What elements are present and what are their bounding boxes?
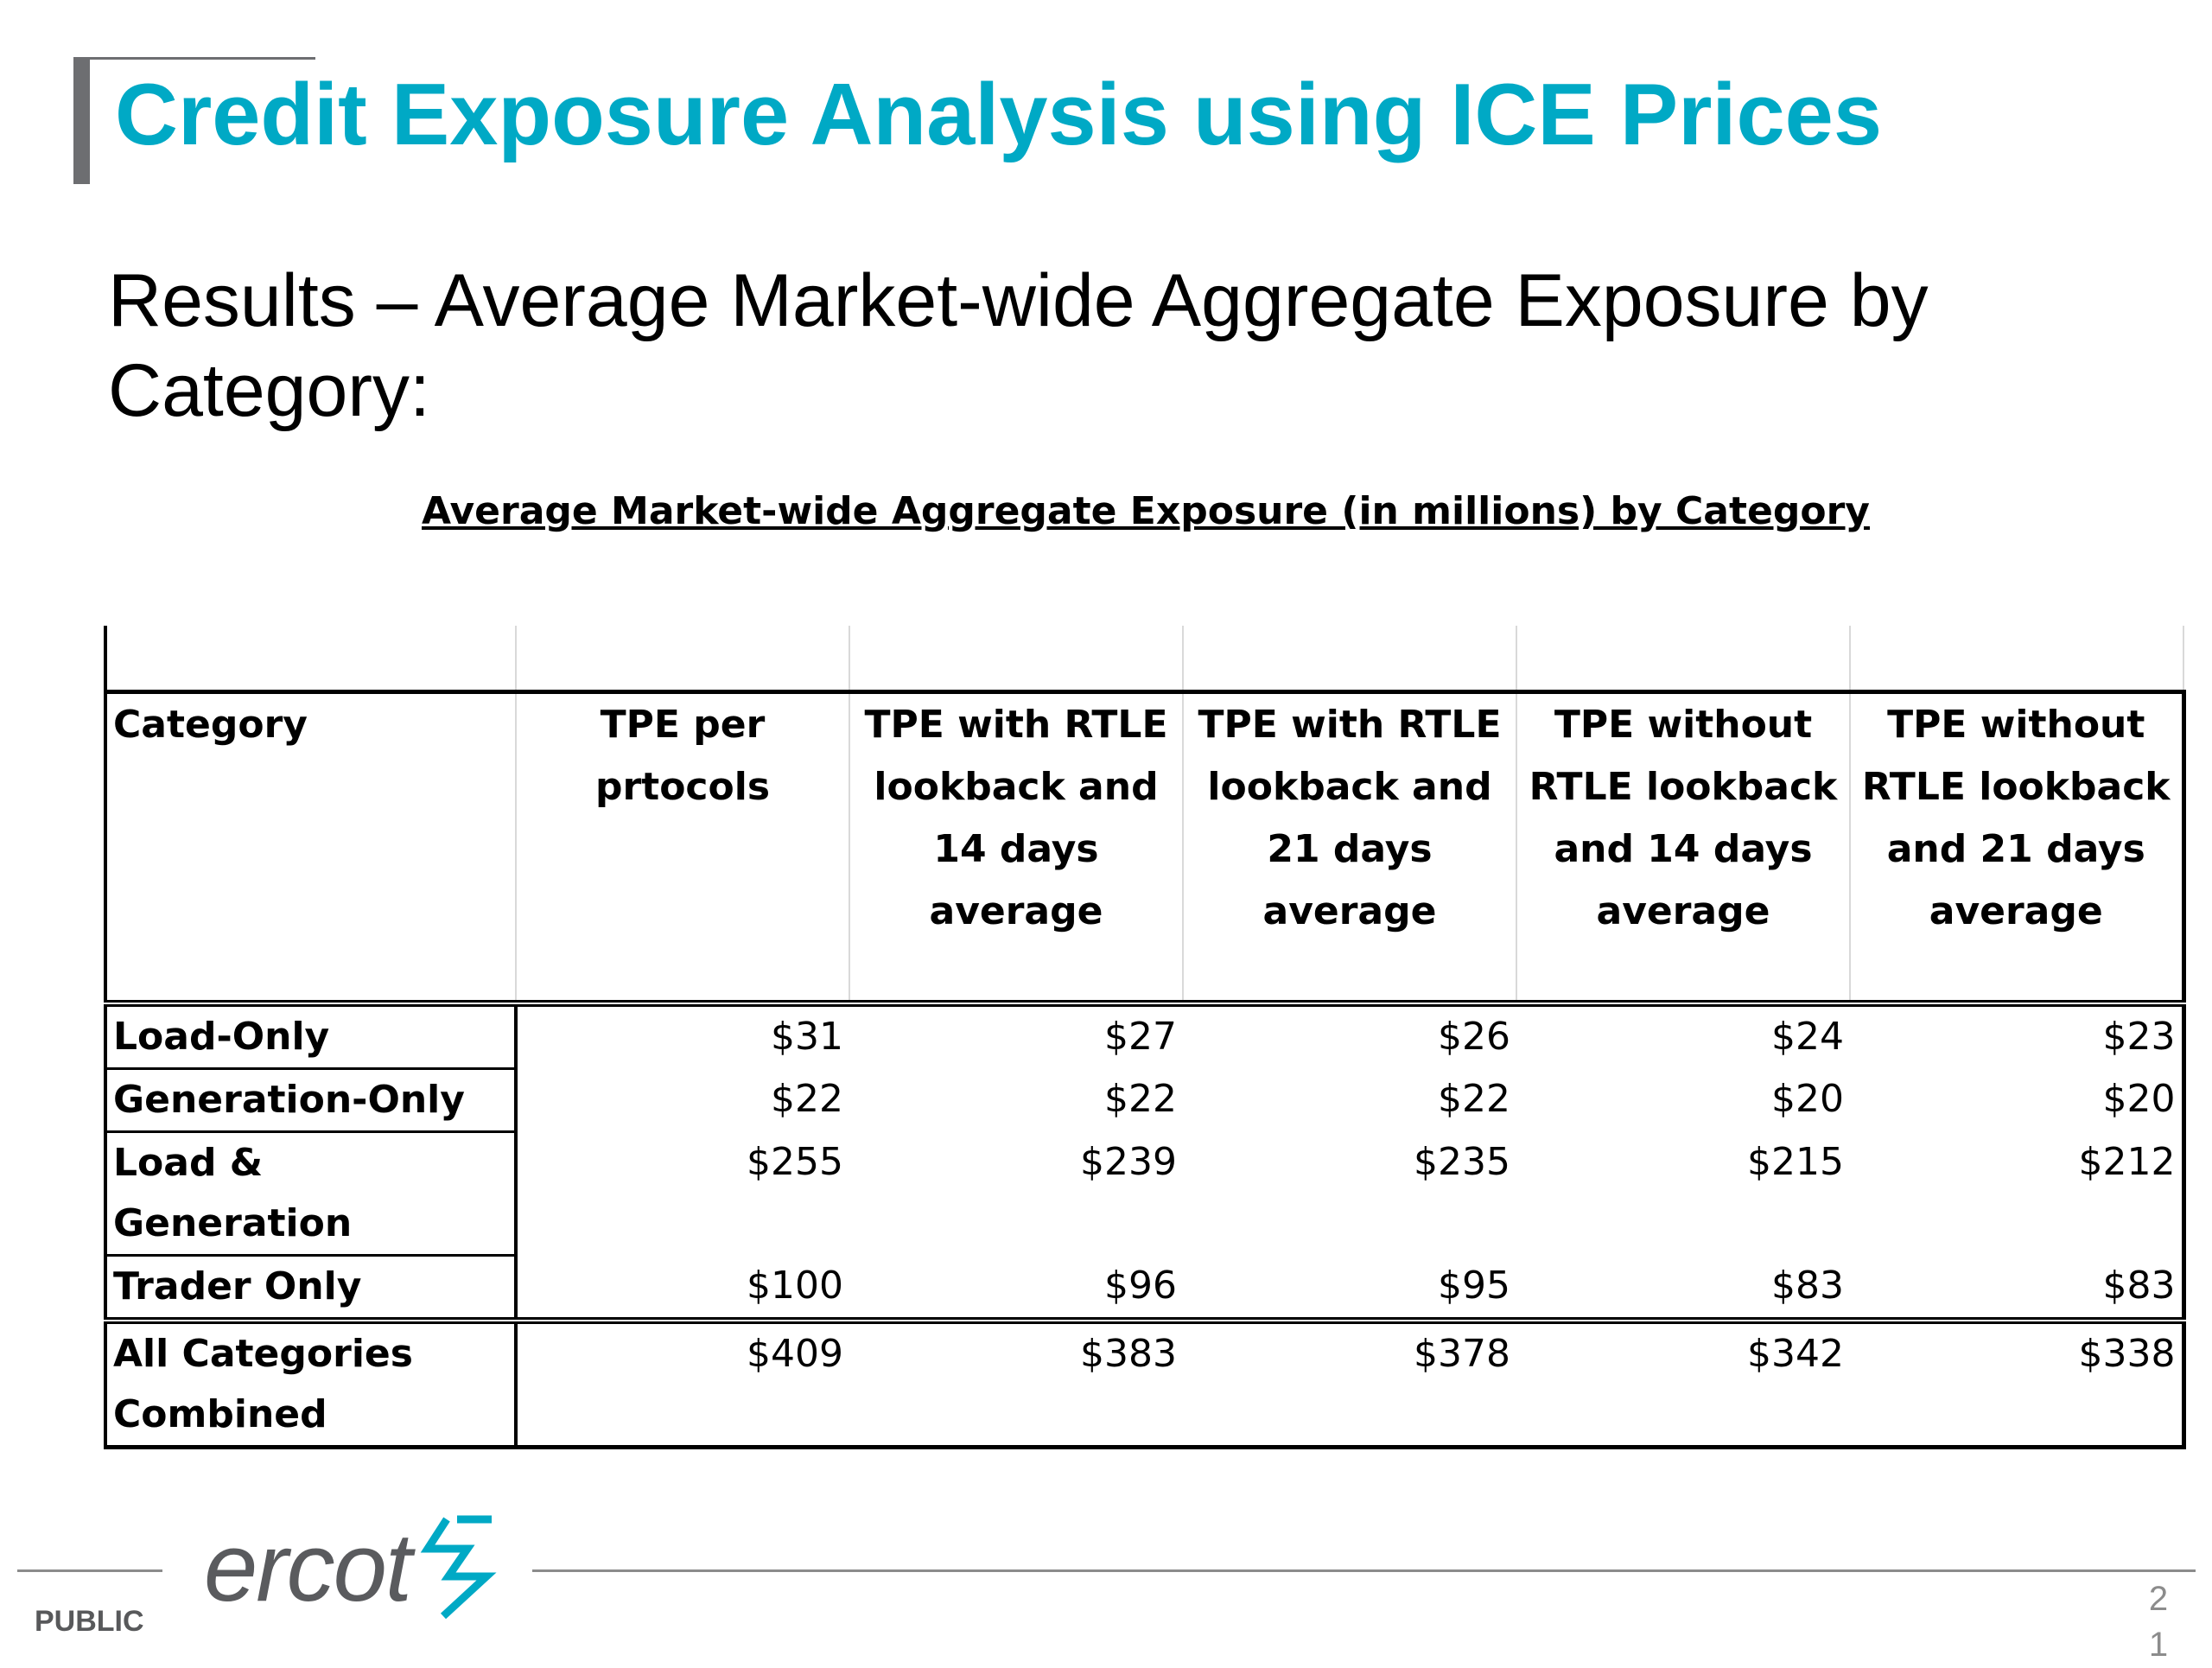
row-category: Trader Only xyxy=(104,1255,518,1324)
table-cell: $83 xyxy=(1850,1255,2186,1324)
table-cell: $22 xyxy=(1104,1076,1177,1121)
table-cell: $27 xyxy=(1104,1015,1177,1059)
classification-label: PUBLIC xyxy=(35,1605,144,1638)
slide-subtitle: Results – Average Market-wide Aggregate … xyxy=(108,259,1929,432)
table-spacer-row xyxy=(104,626,2184,692)
column-header: TPE without RTLE lookback and 21 days av… xyxy=(1850,690,2186,1007)
table-cell: $378 xyxy=(1183,1321,1516,1449)
table-cell: $96 xyxy=(849,1255,1183,1324)
table-cell: $239 xyxy=(1080,1139,1177,1184)
table-row: Generation-Only $22 $22 $22 $20 $20 xyxy=(104,1068,2186,1133)
exposure-table-container: Category TPE per prtocols TPE with RTLE … xyxy=(104,626,2186,1449)
column-header: TPE with RTLE lookback and 21 days avera… xyxy=(1183,690,1517,1007)
column-header: TPE without RTLE lookback and 14 days av… xyxy=(1516,690,1851,1007)
page-number-line: 1 xyxy=(2148,1626,2169,1664)
column-header: TPE with RTLE lookback and 14 days avera… xyxy=(849,690,1184,1007)
table-cell: $31 xyxy=(771,1015,843,1059)
column-header: TPE per prtocols xyxy=(516,690,850,1007)
table-cell: $338 xyxy=(1850,1321,2186,1449)
table-total-row: All Categories Combined $409 $383 $378 $… xyxy=(104,1321,2186,1449)
table-cell: $23 xyxy=(1850,1003,2186,1069)
logo-wordmark: ercot xyxy=(204,1513,412,1621)
ercot-logo: ercot xyxy=(204,1514,500,1621)
lightning-bolt-icon xyxy=(420,1515,497,1620)
table-cell: $22 xyxy=(1438,1076,1510,1121)
table-cell: $95 xyxy=(1183,1255,1516,1324)
table-cell: $83 xyxy=(1516,1255,1850,1324)
table-cell: $255 xyxy=(747,1139,843,1184)
table-cell: $235 xyxy=(1414,1139,1510,1184)
table-cell: $215 xyxy=(1747,1139,1844,1184)
page-number: 2 1 xyxy=(2141,1576,2176,1668)
row-category: All Categories Combined xyxy=(104,1321,518,1449)
row-category: Load-Only xyxy=(104,1003,518,1070)
table-header-row: Category TPE per prtocols TPE with RTLE … xyxy=(104,690,2186,1007)
table-caption: Average Market-wide Aggregate Exposure (… xyxy=(422,489,1870,533)
page-title: Credit Exposure Analysis using ICE Price… xyxy=(115,67,1883,163)
column-header: Category xyxy=(104,690,517,1007)
footer-divider-right xyxy=(532,1569,2196,1572)
table-cell: $22 xyxy=(771,1076,843,1121)
table-row: Trader Only $100 $96 $95 $83 $83 xyxy=(104,1255,2186,1324)
table-cell: $383 xyxy=(849,1321,1183,1449)
row-category: Load & Generation xyxy=(104,1131,518,1257)
table-cell: $212 xyxy=(1850,1131,2186,1256)
row-category: Generation-Only xyxy=(104,1068,518,1133)
title-accent-bar xyxy=(73,59,90,184)
footer-divider-left xyxy=(17,1569,162,1572)
table-cell: $409 xyxy=(516,1321,849,1449)
table-cell: $100 xyxy=(516,1255,849,1324)
table-row: Load & Generation $255 $239 $235 $215 $2… xyxy=(104,1131,2186,1257)
table-cell: $20 xyxy=(1850,1068,2186,1132)
table-cell: $26 xyxy=(1438,1015,1510,1059)
title-accent-line xyxy=(73,57,315,60)
table-cell: $24 xyxy=(1771,1015,1844,1059)
table-cell: $20 xyxy=(1771,1076,1844,1121)
table-cell: $342 xyxy=(1516,1321,1850,1449)
exposure-table: Category TPE per prtocols TPE with RTLE … xyxy=(104,626,2186,1449)
table-row: Load-Only $31 $27 $26 $24 $23 xyxy=(104,1003,2186,1070)
page-number-line: 2 xyxy=(2148,1580,2169,1618)
